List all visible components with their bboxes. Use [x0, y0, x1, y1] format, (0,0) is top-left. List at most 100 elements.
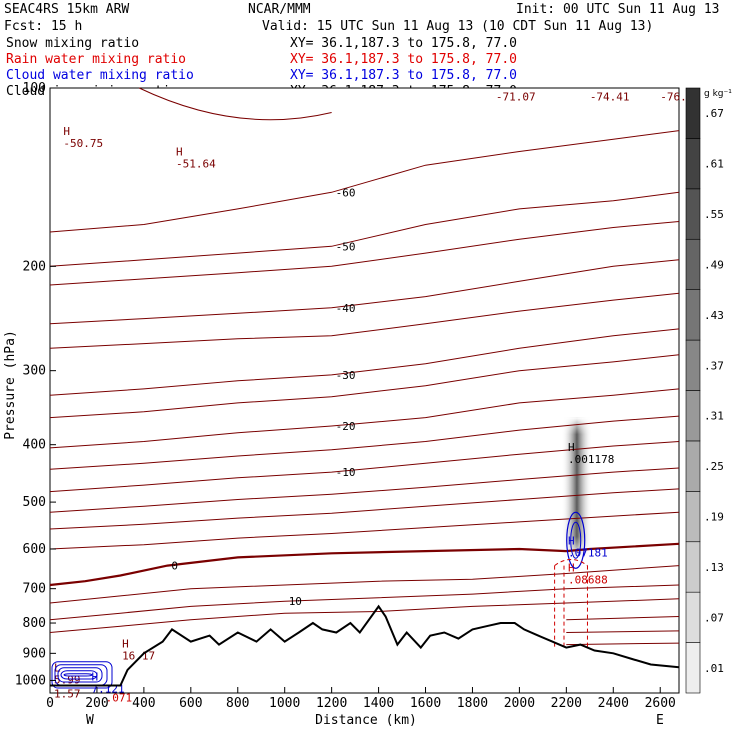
legend-xy: XY= 36.1,187.3 to 175.8, 77.0: [290, 68, 517, 83]
cloud-water-contour: [570, 521, 582, 559]
extremum-value: -50.75: [63, 137, 103, 150]
extremum-marker: H: [568, 441, 575, 454]
x-tick-label: 200: [85, 696, 108, 711]
colorbar-swatch: [685, 541, 701, 593]
y-ticks: 100 200 300 400 500 600 700 800 900 1000: [15, 81, 56, 688]
temperature-contour: [49, 542, 680, 587]
y-axis-label: Pressure (hPa): [3, 330, 18, 440]
temperature-contour: [49, 354, 680, 419]
colorbar-label: .43: [704, 309, 724, 322]
cloud-water-contour: [63, 673, 93, 677]
temperature-contour: [566, 616, 680, 621]
colorbar-swatch: [685, 390, 701, 442]
cloud-water-contour: [60, 670, 98, 680]
extremum-value: 1.57: [54, 688, 81, 701]
temperature-contour: [49, 598, 680, 633]
extremum-value: 16.17: [122, 650, 155, 663]
model-title: SEAC4RS 15km ARW: [4, 2, 129, 17]
west-label: W: [86, 713, 94, 728]
x-tick-label: 800: [226, 696, 249, 711]
colorbar-label: .13: [704, 561, 724, 574]
x-tick-label: 600: [179, 696, 202, 711]
contour-label: -30: [336, 369, 356, 382]
temperature-contour: [138, 87, 332, 121]
init-time: Init: 00 UTC Sun 11 Aug 13: [516, 2, 720, 17]
colorbar-label: .37: [704, 359, 724, 372]
contour-label: -60: [336, 186, 356, 199]
temperature-contour: [49, 328, 680, 396]
legend-xy: XY= 36.1,187.3 to 175.8, 77.0: [290, 52, 517, 67]
colorbar: .01 .07 .13 .19 .25 .31 .37 .43 .49 .55 .61 .67 g kg…: [685, 87, 732, 694]
rain-water-contour: [554, 558, 588, 567]
temperature-contour: [566, 630, 680, 633]
extremum-value: .071: [106, 691, 133, 704]
colorbar-label: .01: [704, 662, 724, 675]
colorbar-label: .55: [704, 208, 724, 221]
x-tick-label: 2600: [645, 696, 676, 711]
colorbar-label: .25: [704, 460, 724, 473]
x-tick-label: 2000: [504, 696, 535, 711]
y-tick-label: 300: [23, 364, 46, 379]
colorbar-swatch: [685, 238, 701, 290]
colorbar-swatch: [685, 289, 701, 341]
extremum-value: -51.64: [176, 158, 216, 171]
x-tick-label: 1000: [269, 696, 300, 711]
x-tick-label: 0: [46, 696, 54, 711]
y-tick-label: 500: [23, 495, 46, 510]
temperature-contour: [49, 191, 680, 267]
y-tick-label: 800: [23, 616, 46, 631]
contour-label: -20: [336, 420, 356, 433]
temperature-contour: [49, 584, 680, 621]
plot-area: -60-50-40-30-20-10010H-50.75H-51.64H.001…: [49, 87, 693, 704]
y-tick-label: 1000: [15, 673, 46, 688]
cloud-water-contour: [51, 661, 113, 689]
x-tick-label: 2400: [598, 696, 629, 711]
temperature-contour: [49, 565, 680, 604]
contour-label: -10: [336, 466, 356, 479]
contour-label: -76.6: [660, 91, 693, 104]
y-tick-label: 700: [23, 582, 46, 597]
valid-time: Valid: 15 UTC Sun 11 Aug 13 (10 CDT Sun …: [262, 19, 653, 34]
y-tick-label: 400: [23, 438, 46, 453]
terrain-line: [50, 604, 680, 687]
temperature-contour: [566, 642, 680, 646]
contour-label: -50: [336, 240, 356, 253]
colorbar-swatch: [685, 591, 701, 643]
temperature-contour: [49, 259, 680, 325]
extremum-marker: H: [568, 535, 575, 548]
contour-label: -74.41: [590, 91, 630, 104]
colorbar-swatch: [685, 138, 701, 190]
colorbar-swatch: [685, 642, 701, 694]
colorbar-unit: g kg⁻¹: [704, 89, 732, 99]
extremum-value: .001178: [568, 453, 614, 466]
cloud-water-contour: [566, 511, 586, 569]
colorbar-label: .49: [704, 258, 724, 271]
temperature-contour: [49, 511, 680, 550]
colorbar-label: .61: [704, 158, 724, 171]
extremum-marker: H: [63, 125, 70, 138]
temperature-contour: [49, 292, 680, 349]
extremum-marker: H: [176, 146, 183, 159]
colorbar-label: .07: [704, 611, 724, 624]
x-tick-label: 400: [132, 696, 155, 711]
y-tick-label: 200: [23, 259, 46, 274]
extremum-marker: H: [122, 638, 129, 651]
colorbar-swatch: [685, 339, 701, 391]
colorbar-swatch: [685, 491, 701, 543]
colorbar-label: .19: [704, 511, 724, 524]
x-axis-label: Distance (km): [315, 713, 417, 728]
east-label: E: [656, 713, 664, 728]
temperature-contour: [49, 488, 680, 530]
colorbar-swatch: [685, 188, 701, 240]
contour-label: 0: [171, 560, 178, 573]
cloud-water-contour: [57, 667, 103, 683]
x-tick-label: 1800: [457, 696, 488, 711]
legend-label: Cloud water mixing ratio: [6, 68, 194, 83]
colorbar-swatch: [685, 87, 701, 139]
org-title: NCAR/MMM: [248, 2, 311, 17]
temperature-contour: [49, 467, 680, 513]
contour-label: -40: [336, 302, 356, 315]
y-tick-label: 600: [23, 542, 46, 557]
temperature-contour: [49, 221, 680, 286]
